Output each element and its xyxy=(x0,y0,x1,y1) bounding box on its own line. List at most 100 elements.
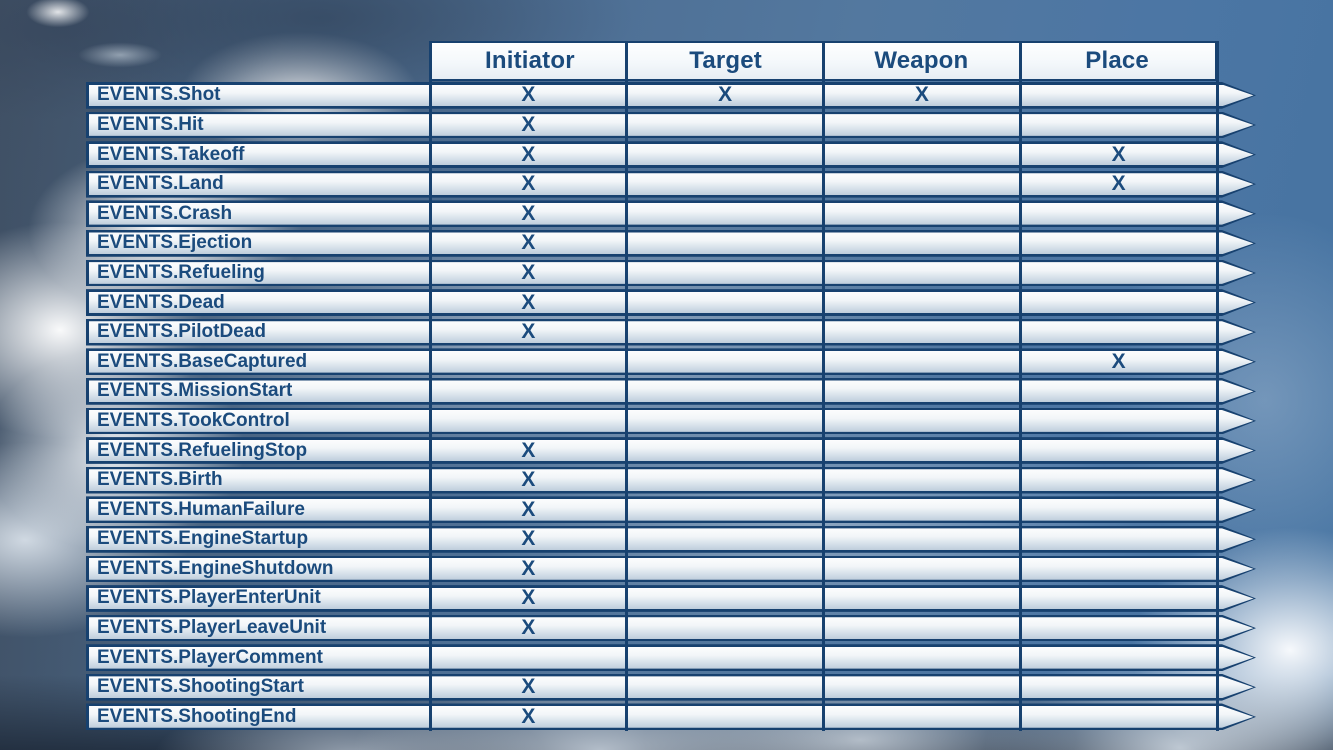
grid-line xyxy=(625,41,629,731)
table-row: EVENTS.ShootingEnd X xyxy=(86,703,1256,730)
table-row: EVENTS.RefuelingStop X xyxy=(86,437,1256,464)
column-header-weapon: Weapon xyxy=(874,47,969,74)
event-name: EVENTS.EngineShutdown xyxy=(97,557,334,579)
row-fill xyxy=(89,232,1254,254)
table-row: EVENTS.PlayerLeaveUnit X xyxy=(86,615,1256,642)
event-name: EVENTS.EngineStartup xyxy=(97,528,309,550)
table-row: EVENTS.Hit X xyxy=(86,112,1256,139)
x-mark-initiator: X xyxy=(521,201,536,225)
grid-line xyxy=(822,41,825,731)
event-name: EVENTS.PilotDead xyxy=(97,321,266,343)
table-row: EVENTS.Ejection X xyxy=(86,230,1256,257)
row-fill xyxy=(89,499,1254,521)
row-fill xyxy=(89,617,1254,639)
x-mark-initiator: X xyxy=(521,83,536,107)
grid-line xyxy=(428,41,432,731)
event-name: EVENTS.Crash xyxy=(97,202,233,224)
x-mark-weapon: X xyxy=(914,83,929,107)
table-row: EVENTS.BaseCaptured X xyxy=(86,348,1256,375)
table-row: EVENTS.MissionStart xyxy=(86,378,1256,405)
x-mark-initiator: X xyxy=(521,527,536,551)
row-fill xyxy=(89,588,1254,610)
x-mark-initiator: X xyxy=(521,231,536,255)
x-mark-initiator: X xyxy=(521,468,536,492)
x-mark-initiator: X xyxy=(521,675,536,699)
event-name: EVENTS.Shot xyxy=(97,84,221,106)
x-mark-initiator: X xyxy=(521,260,536,284)
x-mark-initiator: X xyxy=(521,142,536,166)
x-mark-initiator: X xyxy=(521,616,536,640)
x-mark-initiator: X xyxy=(521,112,536,136)
event-name: EVENTS.PlayerComment xyxy=(97,646,323,668)
x-mark-place: X xyxy=(1111,349,1126,373)
table-row: EVENTS.Land X X xyxy=(86,171,1256,198)
row-fill xyxy=(89,114,1254,136)
event-name: EVENTS.PlayerLeaveUnit xyxy=(97,617,327,639)
table-row: EVENTS.HumanFailure X xyxy=(86,496,1256,523)
row-fill xyxy=(89,292,1254,314)
event-table: EVENTS.Shot X X X EVENTS.Hit X EVENTS.Ta… xyxy=(86,82,1256,730)
event-name: EVENTS.ShootingStart xyxy=(97,676,304,698)
row-fill xyxy=(89,647,1254,669)
table-row: EVENTS.TookControl xyxy=(86,408,1256,435)
event-name: EVENTS.MissionStart xyxy=(97,380,293,402)
event-name: EVENTS.Dead xyxy=(97,291,225,313)
x-mark-initiator: X xyxy=(521,704,536,728)
event-name: EVENTS.Land xyxy=(97,173,224,195)
row-fill xyxy=(89,410,1254,432)
row-fill xyxy=(89,203,1254,225)
row-fill xyxy=(89,321,1254,343)
table-row: EVENTS.Refueling X xyxy=(86,260,1256,287)
event-name: EVENTS.Refueling xyxy=(97,261,265,283)
row-fill xyxy=(89,262,1254,284)
x-mark-initiator: X xyxy=(521,438,536,462)
x-mark-place: X xyxy=(1111,142,1126,166)
column-header-target: Target xyxy=(689,47,763,74)
event-name: EVENTS.Birth xyxy=(97,469,223,491)
event-name: EVENTS.RefuelingStop xyxy=(97,439,308,461)
table-row: EVENTS.Dead X xyxy=(86,289,1256,316)
event-name: EVENTS.PlayerEnterUnit xyxy=(97,587,321,609)
event-name: EVENTS.Hit xyxy=(97,113,204,135)
row-fill xyxy=(89,706,1254,728)
x-mark-initiator: X xyxy=(521,290,536,314)
event-name: EVENTS.BaseCaptured xyxy=(97,350,308,372)
event-name: EVENTS.ShootingEnd xyxy=(97,705,297,727)
table-row: EVENTS.Takeoff X X xyxy=(86,141,1256,168)
table-row: EVENTS.Crash X xyxy=(86,200,1256,227)
x-mark-initiator: X xyxy=(521,556,536,580)
event-name: EVENTS.Ejection xyxy=(97,232,253,254)
row-fill xyxy=(89,173,1254,195)
x-mark-initiator: X xyxy=(521,320,536,344)
table-row: EVENTS.ShootingStart X xyxy=(86,674,1256,701)
x-mark-initiator: X xyxy=(521,172,536,196)
x-mark-place: X xyxy=(1111,172,1126,196)
row-fill xyxy=(89,440,1254,462)
table-row: EVENTS.Birth X xyxy=(86,467,1256,494)
x-mark-initiator: X xyxy=(521,497,536,521)
row-fill xyxy=(89,380,1254,402)
row-fill xyxy=(89,85,1254,107)
table-row: EVENTS.EngineStartup X xyxy=(86,526,1256,553)
row-fill xyxy=(89,351,1254,373)
row-fill xyxy=(89,676,1254,698)
x-mark-target: X xyxy=(718,83,733,107)
row-fill xyxy=(89,469,1254,491)
column-header-initiator: Initiator xyxy=(484,47,575,74)
grid-line xyxy=(1215,41,1219,731)
row-fill xyxy=(89,558,1254,580)
table-row: EVENTS.PilotDead X xyxy=(86,319,1256,346)
column-header-place: Place xyxy=(1085,47,1149,74)
x-mark-initiator: X xyxy=(521,586,536,610)
event-name: EVENTS.TookControl xyxy=(97,409,290,431)
event-name: EVENTS.HumanFailure xyxy=(97,498,305,520)
event-name: EVENTS.Takeoff xyxy=(97,143,245,165)
row-fill xyxy=(89,528,1254,550)
row-fill xyxy=(89,144,1254,166)
table-row: EVENTS.PlayerComment xyxy=(86,644,1256,671)
table-row: EVENTS.Shot X X X xyxy=(86,82,1256,109)
table-row: EVENTS.EngineShutdown X xyxy=(86,556,1256,583)
table-row: EVENTS.PlayerEnterUnit X xyxy=(86,585,1256,612)
grid-line xyxy=(1018,41,1022,731)
